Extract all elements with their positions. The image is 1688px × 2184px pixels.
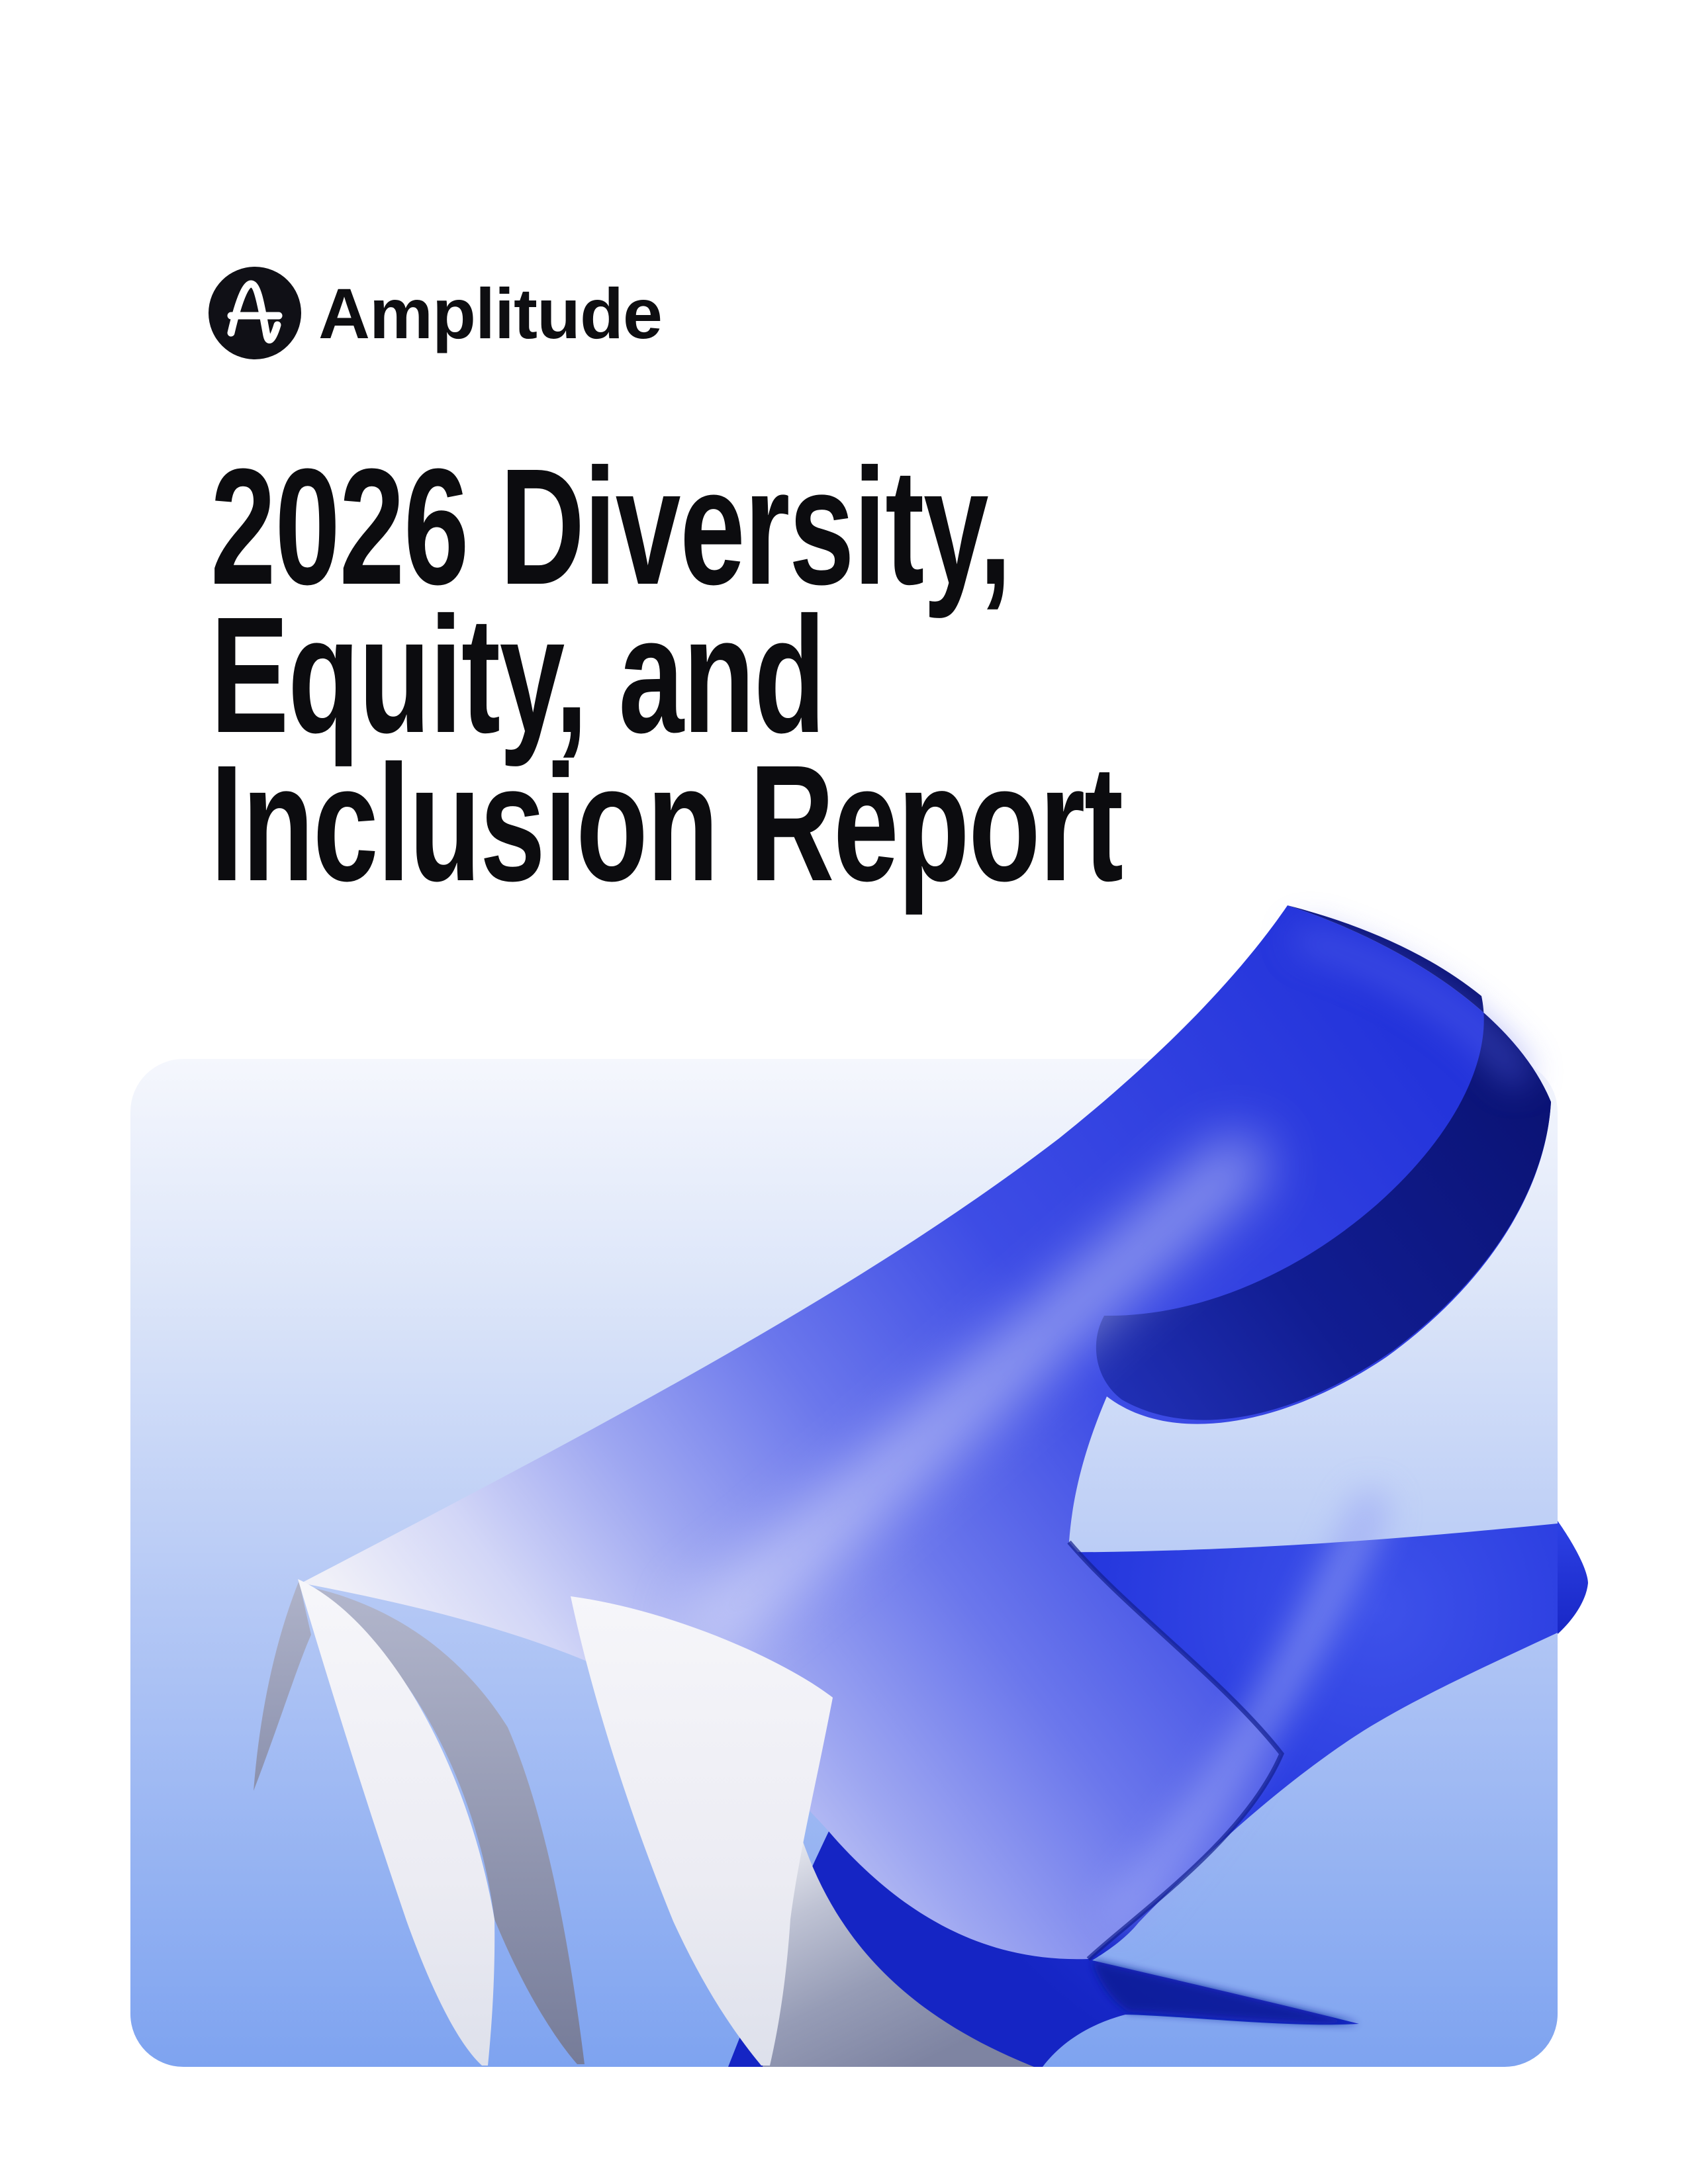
ribbon-fold-navy-shadow [1096,905,1551,1420]
fold-gray-face-left [310,1587,585,2064]
ribbon-edge-line [1067,1540,1285,1961]
page-title-line-3: Inclusion Report [211,731,1123,915]
gray-pyramid-face [763,1825,1034,2067]
fold-white-cone-right [571,1596,833,2066]
brand-logo-wordmark: Amplitude [318,273,663,353]
fold-white-cone-left [298,1579,495,2066]
brand-logo: Amplitude [209,267,663,359]
page-title-line-1: 2026 Diversity, [211,434,1011,619]
ribbon-highlight-streak [686,1136,1266,1650]
fold-gray-sliver [254,1580,311,1791]
ribbon-edge-bump [1558,1521,1588,1634]
ribbon-spike-shadow [1092,1960,1359,2025]
ribbon-fold-sheen [1294,927,1529,1085]
page-title: 2026 Diversity, Equity, and Inclusion Re… [211,434,1123,915]
ribbon-highlight-inner [1100,1490,1389,1931]
page-title-line-2: Equity, and [211,582,825,767]
amplitude-logo-icon [209,267,301,359]
